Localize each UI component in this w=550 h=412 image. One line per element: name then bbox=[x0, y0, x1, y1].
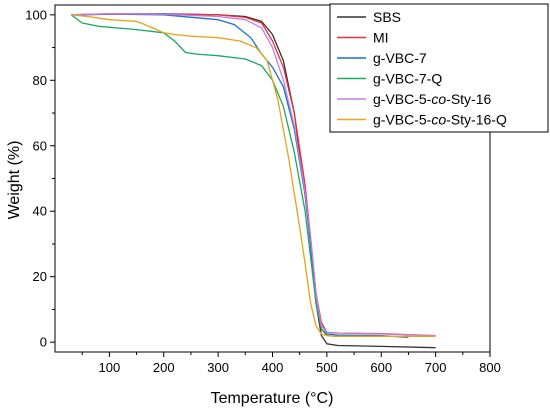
legend-label-part: g-VBC-7 bbox=[373, 50, 427, 66]
y-tick-label: 60 bbox=[33, 138, 47, 153]
y-tick-label: 20 bbox=[33, 269, 47, 284]
x-tick-label: 700 bbox=[425, 360, 447, 375]
y-tick-label: 100 bbox=[25, 7, 47, 22]
legend-label: g-VBC-5-co-Sty-16-Q bbox=[373, 112, 507, 128]
legend-label-part: co bbox=[431, 91, 446, 107]
legend-label-part: -Sty-16 bbox=[446, 91, 491, 107]
x-tick-label: 800 bbox=[479, 360, 501, 375]
x-axis-ticks: 100 200 300 400 500 600 700 800 bbox=[81, 352, 501, 375]
legend-label: g-VBC-7-Q bbox=[373, 71, 442, 87]
legend-label: SBS bbox=[373, 9, 401, 25]
y-tick-label: 0 bbox=[40, 335, 47, 350]
legend-label-part: g-VBC-7-Q bbox=[373, 71, 442, 87]
y-axis-ticks: 0 20 40 60 80 100 bbox=[25, 7, 55, 350]
x-tick-label: 200 bbox=[153, 360, 175, 375]
x-tick-label: 400 bbox=[262, 360, 284, 375]
legend-label: MI bbox=[373, 30, 389, 46]
y-tick-label: 80 bbox=[33, 73, 47, 88]
x-tick-label: 300 bbox=[207, 360, 229, 375]
x-tick-label: 100 bbox=[99, 360, 121, 375]
legend-label-part: MI bbox=[373, 30, 389, 46]
legend-label: g-VBC-7 bbox=[373, 50, 427, 66]
x-tick-label: 500 bbox=[316, 360, 338, 375]
legend-label-part: -Sty-16-Q bbox=[446, 112, 507, 128]
legend: SBSMIg-VBC-7g-VBC-7-Qg-VBC-5-co-Sty-16g-… bbox=[329, 3, 549, 133]
legend-label: g-VBC-5-co-Sty-16 bbox=[373, 91, 491, 107]
legend-label-part: SBS bbox=[373, 9, 401, 25]
y-tick-label: 40 bbox=[33, 204, 47, 219]
legend-label-part: g-VBC-5- bbox=[373, 112, 432, 128]
series-line bbox=[70, 14, 382, 337]
x-tick-label: 600 bbox=[370, 360, 392, 375]
legend-label-part: g-VBC-5- bbox=[373, 91, 432, 107]
series-line bbox=[71, 14, 436, 337]
x-axis-title: Temperature (°C) bbox=[211, 390, 334, 407]
legend-label-part: co bbox=[431, 112, 446, 128]
series-line bbox=[71, 13, 409, 338]
y-axis-title: Weight (%) bbox=[6, 141, 23, 220]
legend-box bbox=[329, 3, 549, 133]
series-layer bbox=[70, 13, 436, 349]
series-line bbox=[71, 13, 436, 337]
